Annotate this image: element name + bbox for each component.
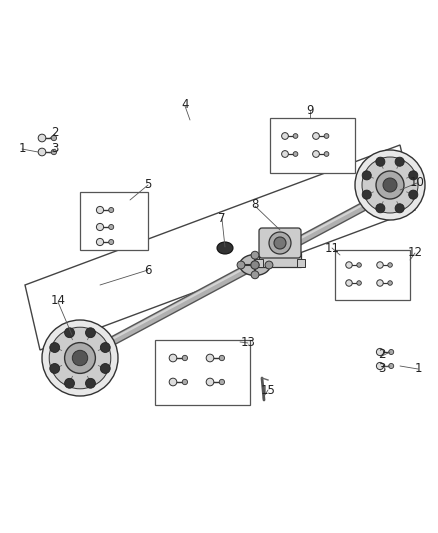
Circle shape xyxy=(293,151,298,156)
Text: 2: 2 xyxy=(378,349,386,361)
Circle shape xyxy=(376,204,385,213)
Circle shape xyxy=(206,354,214,362)
Circle shape xyxy=(64,328,74,338)
Circle shape xyxy=(109,239,114,245)
Circle shape xyxy=(357,281,361,285)
Circle shape xyxy=(362,171,371,180)
Text: 1: 1 xyxy=(414,361,422,375)
Text: 13: 13 xyxy=(240,335,255,349)
Circle shape xyxy=(376,157,385,166)
Circle shape xyxy=(206,378,214,386)
Text: 14: 14 xyxy=(50,294,66,306)
Circle shape xyxy=(383,178,397,192)
Circle shape xyxy=(96,206,104,214)
Text: 3: 3 xyxy=(51,141,59,155)
Circle shape xyxy=(85,328,95,338)
Circle shape xyxy=(377,262,383,268)
Circle shape xyxy=(362,157,418,213)
Circle shape xyxy=(324,151,329,156)
Circle shape xyxy=(42,320,118,396)
Circle shape xyxy=(169,354,177,362)
Circle shape xyxy=(237,261,245,269)
Circle shape xyxy=(51,149,57,155)
Circle shape xyxy=(313,133,319,139)
Circle shape xyxy=(409,190,418,199)
Text: 10: 10 xyxy=(410,175,424,189)
Circle shape xyxy=(313,151,319,157)
Ellipse shape xyxy=(217,242,233,254)
Text: 9: 9 xyxy=(306,103,314,117)
Bar xyxy=(155,340,250,405)
Circle shape xyxy=(64,343,95,374)
Text: 15: 15 xyxy=(261,384,276,397)
Text: 7: 7 xyxy=(218,212,226,224)
Circle shape xyxy=(409,171,418,180)
Circle shape xyxy=(182,356,187,361)
Circle shape xyxy=(388,281,392,285)
Circle shape xyxy=(324,134,329,139)
FancyBboxPatch shape xyxy=(259,228,301,258)
Circle shape xyxy=(282,133,288,139)
Circle shape xyxy=(169,378,177,386)
Circle shape xyxy=(265,261,273,269)
Circle shape xyxy=(51,135,57,141)
Circle shape xyxy=(269,232,291,254)
Circle shape xyxy=(357,263,361,267)
Circle shape xyxy=(293,134,298,139)
Circle shape xyxy=(219,356,225,361)
Circle shape xyxy=(389,364,394,368)
Circle shape xyxy=(182,379,187,385)
Circle shape xyxy=(376,171,404,199)
Circle shape xyxy=(377,280,383,286)
Text: 1: 1 xyxy=(18,141,26,155)
Circle shape xyxy=(64,378,74,388)
Circle shape xyxy=(72,350,88,366)
Circle shape xyxy=(100,364,110,374)
Text: 2: 2 xyxy=(51,126,59,140)
Circle shape xyxy=(38,134,46,142)
Text: 5: 5 xyxy=(144,179,152,191)
Circle shape xyxy=(395,157,404,166)
Circle shape xyxy=(388,263,392,267)
Circle shape xyxy=(38,148,46,156)
Circle shape xyxy=(274,237,286,249)
Circle shape xyxy=(376,362,384,369)
Text: 11: 11 xyxy=(325,241,339,254)
Circle shape xyxy=(346,262,352,268)
Circle shape xyxy=(109,207,114,213)
Circle shape xyxy=(355,150,425,220)
Bar xyxy=(80,192,148,250)
Circle shape xyxy=(251,251,259,259)
Bar xyxy=(259,253,301,267)
Circle shape xyxy=(251,271,259,279)
Text: 4: 4 xyxy=(181,99,189,111)
Circle shape xyxy=(389,350,394,354)
Circle shape xyxy=(85,378,95,388)
Circle shape xyxy=(50,364,60,374)
Circle shape xyxy=(96,223,104,231)
Circle shape xyxy=(219,379,225,385)
Circle shape xyxy=(282,151,288,157)
Circle shape xyxy=(251,261,259,269)
Bar xyxy=(255,259,263,267)
Bar xyxy=(297,259,305,267)
Bar xyxy=(270,118,355,173)
Circle shape xyxy=(376,349,384,356)
Circle shape xyxy=(109,224,114,230)
Text: 6: 6 xyxy=(144,263,152,277)
Ellipse shape xyxy=(240,254,270,276)
Circle shape xyxy=(362,190,371,199)
Circle shape xyxy=(49,327,111,389)
Circle shape xyxy=(96,238,104,246)
Circle shape xyxy=(395,204,404,213)
Text: 8: 8 xyxy=(251,198,259,212)
Text: 12: 12 xyxy=(407,246,423,259)
Bar xyxy=(335,250,410,300)
Circle shape xyxy=(100,343,110,352)
Circle shape xyxy=(346,280,352,286)
Text: 3: 3 xyxy=(378,361,386,375)
Circle shape xyxy=(50,343,60,352)
